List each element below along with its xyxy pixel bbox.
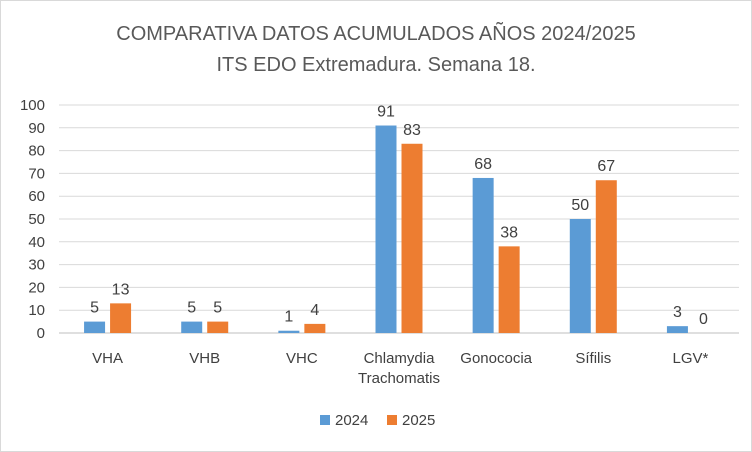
bar-2024 (181, 321, 203, 333)
x-category-label: VHC (286, 350, 318, 367)
legend-label: 2024 (335, 412, 368, 429)
data-label: 5 (187, 300, 196, 317)
data-label: 4 (310, 302, 319, 319)
legend-swatch (320, 415, 330, 425)
data-label: 38 (500, 224, 518, 241)
x-category-label: Trachomatis (358, 370, 440, 387)
bar-2024 (569, 219, 591, 333)
x-category-label: Sífilis (575, 350, 611, 367)
bar-2024 (84, 321, 106, 333)
y-tick-label: 30 (28, 257, 45, 274)
gridlines (59, 104, 739, 334)
chart-title: COMPARATIVA DATOS ACUMULADOS AÑOS 2024/2… (116, 21, 635, 45)
data-label: 68 (474, 156, 492, 173)
y-tick-label: 20 (28, 279, 45, 296)
data-label: 91 (377, 104, 395, 121)
bar-2025 (498, 246, 520, 333)
bar-2024 (666, 326, 688, 333)
data-label: 0 (699, 311, 708, 328)
x-axis-categories: VHA VHB VHC Chlamydia Trachomatis Gonococia Sí… (92, 350, 708, 387)
data-label: 1 (284, 309, 293, 326)
y-axis-ticks: 0 10 20 30 40 50 60 70 80 90 100 (20, 97, 45, 342)
x-category-label: VHB (189, 350, 220, 367)
bar-2025 (110, 303, 132, 333)
y-tick-label: 70 (28, 165, 45, 182)
bars (84, 125, 688, 334)
bar-2025 (595, 180, 617, 333)
data-label: 50 (571, 197, 589, 214)
legend-swatch (387, 415, 397, 425)
legend-label: 2025 (402, 412, 435, 429)
y-tick-label: 90 (28, 120, 45, 137)
x-category-label: Chlamydia (364, 350, 436, 367)
y-tick-label: 80 (28, 143, 45, 160)
data-label: 67 (597, 158, 615, 175)
chart-subtitle: ITS EDO Extremadura. Semana 18. (216, 54, 535, 76)
bar-2024 (278, 330, 300, 333)
bar-2025 (207, 321, 229, 333)
bar-2025 (304, 323, 326, 333)
bar-2024 (375, 125, 397, 334)
data-label: 3 (673, 304, 682, 321)
data-label: 5 (90, 300, 99, 317)
legend: 2024 2025 (320, 412, 435, 429)
bar-2025 (401, 143, 423, 333)
data-label: 13 (112, 281, 130, 298)
bar-2024 (472, 177, 494, 333)
y-tick-label: 100 (20, 97, 45, 114)
y-tick-label: 60 (28, 188, 45, 205)
x-category-label: LGV* (672, 350, 708, 367)
y-tick-label: 40 (28, 234, 45, 251)
x-category-label: Gonococia (460, 350, 532, 367)
x-category-label: VHA (92, 350, 123, 367)
y-tick-label: 50 (28, 211, 45, 228)
y-tick-label: 0 (37, 325, 45, 342)
y-tick-label: 10 (28, 302, 45, 319)
data-label: 83 (403, 122, 421, 139)
data-label: 5 (213, 300, 222, 317)
